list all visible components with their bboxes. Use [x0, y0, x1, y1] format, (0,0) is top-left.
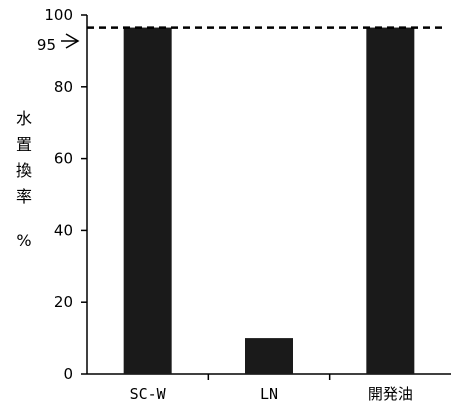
x-ticks: SC-W LN 開発油 — [130, 374, 413, 403]
x-tick-label: LN — [260, 385, 278, 403]
ylabel-char-1: 水 — [16, 109, 32, 128]
ylabel-char-4: 率 — [16, 187, 32, 206]
bar-2 — [245, 338, 293, 374]
reference-arrow — [61, 33, 80, 49]
bars — [123, 27, 415, 374]
ylabel-char-2: 置 — [16, 135, 32, 154]
y-tick-label: 100 — [44, 6, 73, 24]
y-tick-label: 40 — [54, 221, 73, 239]
bar-3 — [366, 27, 415, 374]
bar-1 — [123, 27, 172, 374]
y-tick-label: 20 — [54, 293, 73, 311]
y-tick-label: 80 — [54, 78, 73, 96]
x-tick-label: 開発油 — [368, 385, 413, 403]
y-tick-label: 60 — [54, 150, 73, 168]
y-tick-label: 0 — [63, 365, 73, 383]
x-tick-label: SC-W — [130, 385, 167, 403]
ylabel-unit: % — [16, 231, 31, 250]
y-ticks: 0 20 40 60 80 100 — [44, 6, 87, 383]
ylabel-char-3: 換 — [16, 161, 32, 180]
reference-line-label: 95 — [37, 36, 56, 54]
